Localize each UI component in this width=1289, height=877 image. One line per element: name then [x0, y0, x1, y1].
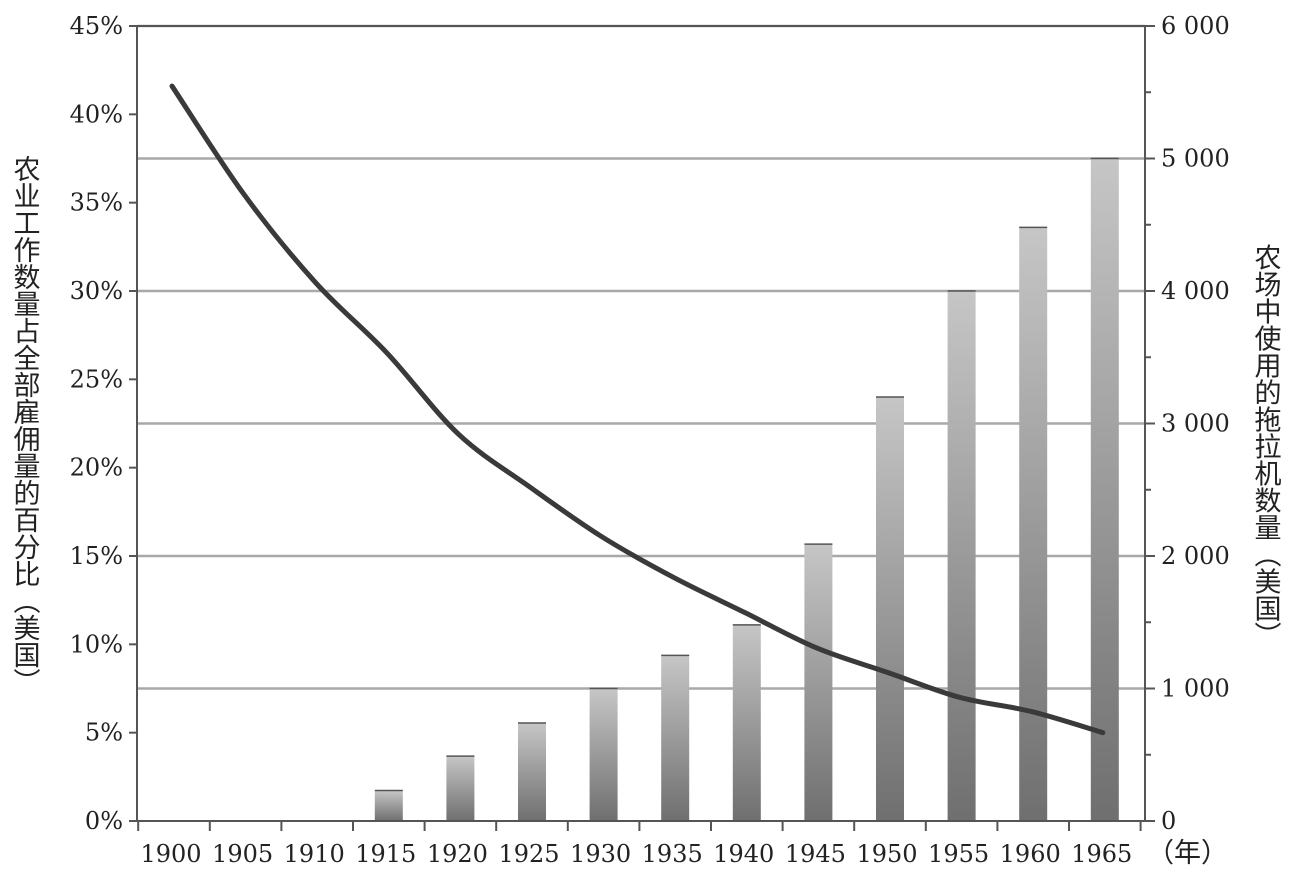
- x-tick-label: 1965: [1071, 840, 1132, 868]
- left-tick-label: 45%: [70, 12, 123, 40]
- x-tick-label: 1910: [284, 840, 345, 868]
- right-tick-label: 2 000: [1161, 542, 1230, 570]
- right-axis-title: 农场中使用的拖拉机数量（美国）: [1250, 243, 1282, 648]
- bar-1965: [1090, 158, 1119, 821]
- x-tick-label: 1920: [427, 840, 488, 868]
- x-tick-label: 1935: [642, 840, 703, 868]
- bar-1940: [732, 624, 761, 821]
- right-tick-label: 6 000: [1161, 12, 1230, 40]
- right-tick-label: 4 000: [1161, 277, 1230, 305]
- bar-1920: [446, 756, 475, 821]
- bar-1955: [947, 291, 976, 821]
- bar-1935: [661, 655, 690, 821]
- right-tick-label: 1 000: [1161, 675, 1230, 703]
- bar-1915: [374, 790, 403, 821]
- line-series: [169, 83, 1106, 736]
- left-tick-label: 0%: [85, 807, 123, 835]
- x-tick-label: 1955: [928, 840, 989, 868]
- right-tick-label: 3 000: [1161, 410, 1230, 438]
- x-tick-label: 1915: [355, 840, 416, 868]
- left-tick-label: 20%: [70, 454, 123, 482]
- left-axis-title: 农业工作数量占全部雇佣量的百分比（美国）: [9, 155, 41, 695]
- left-tick-label: 5%: [85, 719, 123, 747]
- x-tick-label: 1905: [212, 840, 273, 868]
- x-tick-label: 1930: [570, 840, 631, 868]
- x-tick-label: 1960: [1000, 840, 1061, 868]
- left-tick-label: 35%: [70, 189, 123, 217]
- left-tick-label: 15%: [70, 542, 123, 570]
- bar-1945: [804, 544, 833, 821]
- right-tick-label: 0: [1161, 807, 1176, 835]
- bar-1960: [1019, 227, 1048, 821]
- gridlines: [137, 24, 1145, 690]
- x-unit-label: （年）: [1147, 838, 1228, 869]
- bar-1950: [876, 397, 904, 821]
- left-tick-label: 30%: [70, 277, 123, 305]
- x-tick-label: 1945: [785, 840, 846, 868]
- axes: [129, 25, 1155, 831]
- bar-1925: [518, 722, 546, 821]
- bar-1930: [589, 688, 618, 821]
- bar-series: [374, 157, 1119, 821]
- x-tick-label: 1940: [713, 840, 774, 868]
- left-tick-label: 40%: [70, 100, 123, 128]
- left-tick-label: 25%: [70, 365, 123, 393]
- left-tick-label: 10%: [70, 630, 123, 658]
- x-tick-label: 1925: [498, 840, 559, 868]
- x-tick-label: 1950: [856, 840, 917, 868]
- tick-labels: 0% 5% 10% 15% 20% 25% 30% 35% 40% 45% 0 1 000 2 000 3…: [70, 12, 1230, 868]
- right-tick-label: 5 000: [1161, 145, 1230, 173]
- x-tick-label: 1900: [140, 840, 201, 868]
